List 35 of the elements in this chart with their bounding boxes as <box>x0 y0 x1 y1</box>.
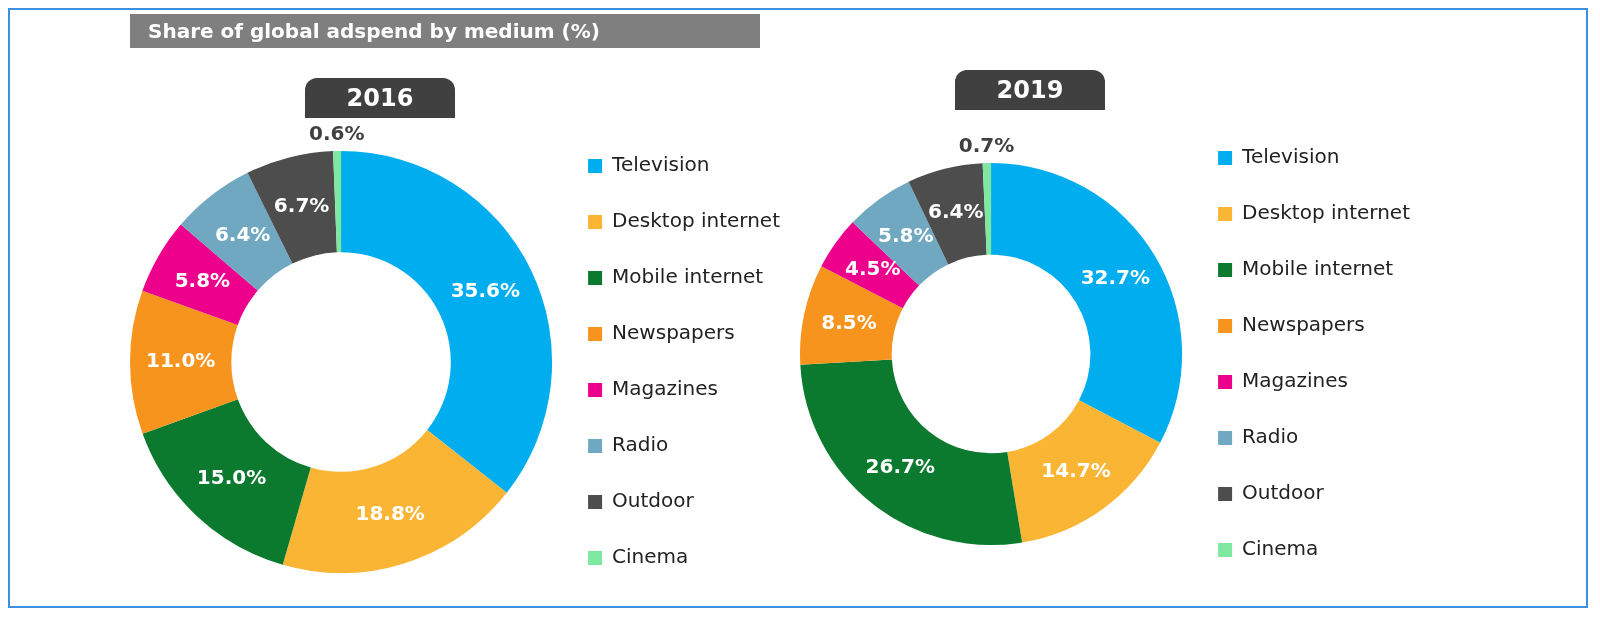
data-label: 15.0% <box>196 465 267 490</box>
legend-label: Outdoor <box>612 488 695 513</box>
legend-label: Magazines <box>1242 368 1349 393</box>
legend-label: Desktop internet <box>1242 200 1411 225</box>
legend-label: Newspapers <box>612 320 735 345</box>
data-label: 6.4% <box>214 221 271 246</box>
legend-label: Mobile internet <box>1242 256 1394 281</box>
chart-title: Share of global adspend by medium (%) <box>130 14 760 48</box>
data-label: 6.7% <box>273 192 330 217</box>
legend-label: Desktop internet <box>612 208 781 233</box>
data-label: 14.7% <box>1041 457 1111 482</box>
chart-subtitle: 2016 <box>305 78 455 118</box>
data-label: 26.7% <box>865 453 935 478</box>
data-label: 0.7% <box>958 133 1015 158</box>
data-label: 8.5% <box>821 309 877 334</box>
legend-label: Cinema <box>612 544 689 569</box>
legend-label: Television <box>611 152 710 177</box>
data-label: 32.7% <box>1080 265 1151 290</box>
legend-label: Cinema <box>1242 536 1319 561</box>
legend-label: Outdoor <box>1242 480 1325 505</box>
legend-label: Radio <box>1242 424 1299 449</box>
data-label: 35.6% <box>450 278 521 303</box>
data-label: 4.5% <box>845 255 901 280</box>
legend-label: Radio <box>612 432 669 457</box>
legend-label: Magazines <box>612 376 719 401</box>
data-label: 11.0% <box>145 348 216 373</box>
chart-subtitle: 2019 <box>955 70 1105 110</box>
legend-label: Newspapers <box>1242 312 1365 337</box>
legend-label: Mobile internet <box>612 264 764 289</box>
data-label: 5.8% <box>174 267 231 292</box>
legend-label: Television <box>1241 144 1340 169</box>
data-label: 18.8% <box>355 500 425 525</box>
data-label: 0.6% <box>309 121 365 146</box>
data-label: 6.4% <box>928 199 984 224</box>
data-label: 5.8% <box>877 222 934 247</box>
